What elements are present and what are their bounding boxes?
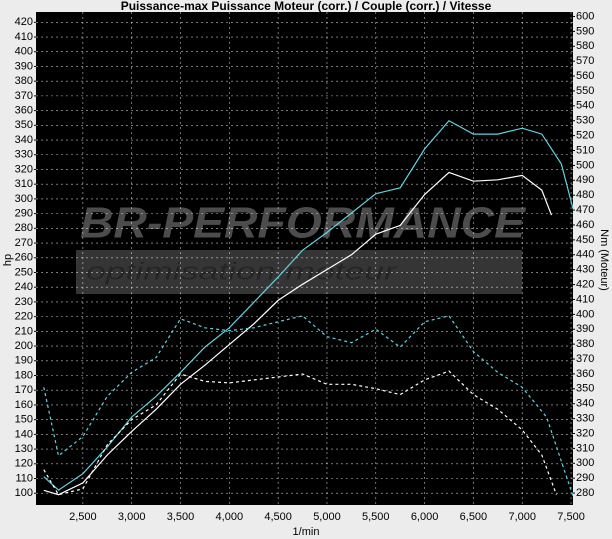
x-tick-label: 3,000 (118, 511, 146, 523)
y-tick-label: 360 (15, 105, 33, 117)
y2-tick-label: 480 (576, 189, 594, 201)
x-tick-label: 5,000 (313, 511, 341, 523)
y-tick-label: 280 (15, 222, 33, 234)
x-tick-label: 4,000 (216, 511, 244, 523)
y-tick-label: 320 (15, 163, 33, 175)
y-tick-label: 400 (15, 46, 33, 58)
series-line (43, 119, 574, 491)
chart-title: Puissance-max Puissance Moteur (corr.) /… (121, 0, 492, 13)
y-tick-label: 420 (15, 16, 33, 28)
y-tick-label: 220 (15, 311, 33, 323)
y-tick-label: 130 (15, 443, 33, 455)
y2-tick-label: 580 (576, 40, 594, 52)
y2-tick-label: 310 (576, 442, 594, 454)
y-tick-label: 390 (15, 60, 33, 72)
series-line (43, 370, 557, 496)
y-tick-label: 120 (15, 458, 33, 470)
y2-tick-label: 390 (576, 323, 594, 335)
y2-tick-label: 410 (576, 293, 594, 305)
y2-tick-label: 420 (576, 278, 594, 290)
x-tick-label: 3,500 (167, 511, 195, 523)
x-tick-label: 5,500 (362, 511, 390, 523)
y-tick-label: 100 (15, 487, 33, 499)
y2-tick-label: 340 (576, 398, 594, 410)
x-tick-label: 6,500 (460, 511, 488, 523)
x-tick-label: 7,500 (557, 511, 585, 523)
watermark-subtitle: optimisation moteur (86, 258, 397, 285)
y-tick-label: 370 (15, 90, 33, 102)
y2-tick-label: 290 (576, 472, 594, 484)
y-tick-label: 350 (15, 119, 33, 131)
y2-tick-label: 560 (576, 70, 594, 82)
y2-tick-label: 330 (576, 413, 594, 425)
y2-tick-label: 510 (576, 144, 594, 156)
y2-tick-label: 360 (576, 368, 594, 380)
y2-tick-label: 460 (576, 219, 594, 231)
y2-tick-label: 320 (576, 427, 594, 439)
y2-tick-label: 440 (576, 249, 594, 261)
y-tick-label: 300 (15, 193, 33, 205)
y2-tick-label: 300 (576, 457, 594, 469)
y2-tick-label: 350 (576, 383, 594, 395)
y-tick-label: 110 (15, 472, 33, 484)
y-tick-label: 140 (15, 428, 33, 440)
y-tick-label: 340 (15, 134, 33, 146)
y-tick-label: 380 (15, 75, 33, 87)
y2-tick-label: 600 (576, 10, 594, 22)
y-tick-label: 180 (15, 369, 33, 381)
y2-tick-label: 370 (576, 353, 594, 365)
x-tick-label: 6,000 (411, 511, 439, 523)
y2-axis-label: Nm (Moteur) (598, 229, 610, 291)
y2-tick-label: 530 (576, 115, 594, 127)
y2-tick-label: 590 (576, 25, 594, 37)
y-tick-label: 160 (15, 399, 33, 411)
y-tick-label: 270 (15, 237, 33, 249)
y-tick-label: 190 (15, 355, 33, 367)
x-tick-label: 2,500 (69, 511, 97, 523)
series-line (43, 171, 553, 496)
y2-tick-label: 280 (576, 487, 594, 499)
y-tick-label: 310 (15, 178, 33, 190)
y2-tick-label: 380 (576, 338, 594, 350)
x-tick-label: 4,500 (264, 511, 292, 523)
x-tick-label: 7,000 (508, 511, 536, 523)
y-tick-label: 150 (15, 414, 33, 426)
y-tick-label: 330 (15, 149, 33, 161)
y2-tick-label: 430 (576, 264, 594, 276)
y-tick-label: 260 (15, 252, 33, 264)
y2-tick-label: 470 (576, 204, 594, 216)
y2-tick-label: 500 (576, 159, 594, 171)
y2-tick-label: 520 (576, 130, 594, 142)
y-tick-label: 290 (15, 208, 33, 220)
y2-tick-label: 400 (576, 308, 594, 320)
y-tick-label: 210 (15, 325, 33, 337)
y2-tick-label: 490 (576, 174, 594, 186)
y-tick-label: 200 (15, 340, 33, 352)
y-axis-label: hp (2, 254, 14, 266)
y2-tick-label: 450 (576, 234, 594, 246)
y2-tick-label: 540 (576, 100, 594, 112)
y-tick-label: 410 (15, 31, 33, 43)
y-tick-label: 240 (15, 281, 33, 293)
watermark: BR-PERFORMANCE (80, 199, 527, 248)
y2-tick-label: 570 (576, 55, 594, 67)
y2-tick-label: 550 (576, 85, 594, 97)
y-tick-label: 250 (15, 266, 33, 278)
y-tick-label: 170 (15, 384, 33, 396)
y-tick-label: 230 (15, 296, 33, 308)
x-axis-label: 1/min (293, 526, 320, 538)
series-line (43, 315, 574, 497)
